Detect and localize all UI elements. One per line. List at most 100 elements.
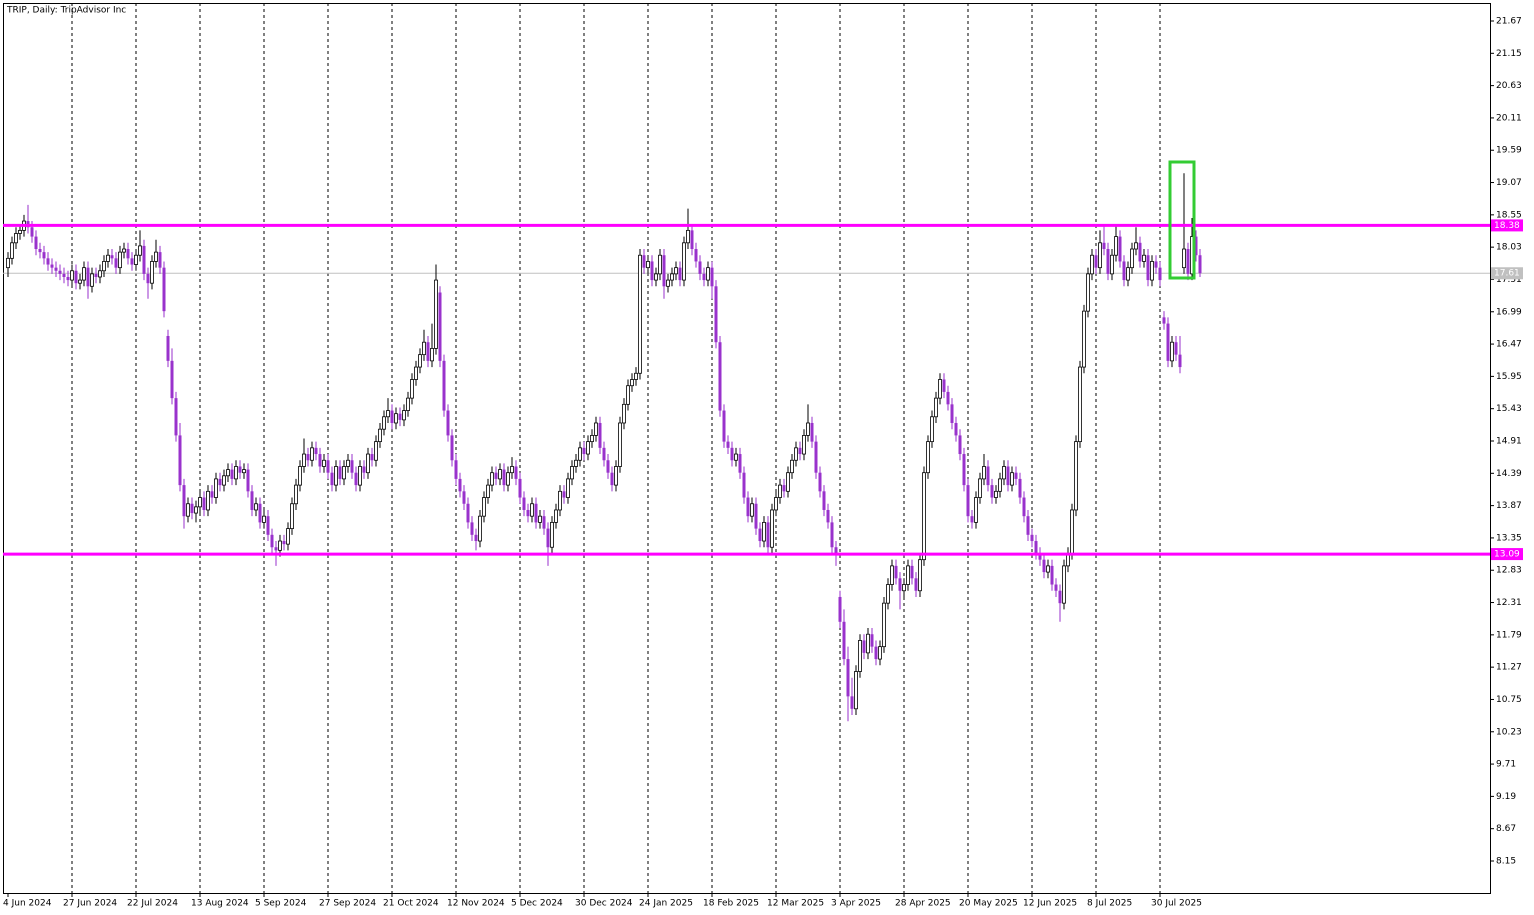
candle-body xyxy=(538,515,542,523)
candle-body xyxy=(650,261,654,281)
candle-body xyxy=(70,270,74,281)
candle-body xyxy=(1118,236,1122,262)
y-tick-label: 16.99 xyxy=(1496,307,1522,317)
candle-body xyxy=(938,379,942,399)
candle-body xyxy=(846,659,850,697)
candle-body xyxy=(894,565,898,579)
highlight-box xyxy=(1168,160,1196,280)
candle-body xyxy=(818,472,822,492)
candle-body xyxy=(498,469,502,480)
candle-body xyxy=(978,478,982,498)
candle-body xyxy=(710,267,714,287)
candle-body xyxy=(1038,553,1042,560)
x-tick-label: 27 Jun 2024 xyxy=(63,899,117,909)
candle-body xyxy=(1046,565,1050,573)
candle-body xyxy=(1026,516,1030,535)
candle-body xyxy=(1070,509,1074,554)
candle-body xyxy=(494,472,498,479)
candle-body xyxy=(746,497,750,517)
candle-body xyxy=(646,261,650,269)
candle-body xyxy=(1022,497,1026,517)
candle-body xyxy=(1138,242,1142,262)
candle-body xyxy=(1178,354,1182,368)
candle-body xyxy=(858,640,862,672)
candle-body xyxy=(274,547,278,551)
candle-body xyxy=(926,441,930,474)
candle-body xyxy=(550,521,554,548)
candle-body xyxy=(566,478,570,498)
candle-body xyxy=(466,503,470,523)
candle-body xyxy=(554,509,558,523)
candle-body xyxy=(898,578,902,591)
x-tick-label: 12 Mar 2025 xyxy=(767,899,824,909)
candle-body xyxy=(1098,242,1102,269)
candle-body xyxy=(962,454,966,486)
candle-body xyxy=(578,447,582,461)
candle-body xyxy=(1106,249,1110,274)
y-tick-label: 16.47 xyxy=(1496,340,1522,350)
candle-body xyxy=(802,435,806,455)
candle-body xyxy=(778,484,782,498)
candle-body xyxy=(562,491,566,498)
candle-body xyxy=(1194,236,1198,256)
candle-body xyxy=(854,671,858,710)
candle-body xyxy=(198,497,202,508)
candle-body xyxy=(754,503,758,529)
candle-body xyxy=(358,466,362,486)
candle-body xyxy=(998,478,1002,492)
candle-body xyxy=(706,267,710,281)
candle-body xyxy=(742,472,746,498)
candle-body xyxy=(454,460,458,479)
candle-body xyxy=(342,466,346,480)
candle-body xyxy=(202,497,206,510)
candle-body xyxy=(1014,472,1018,479)
candle-body xyxy=(98,270,102,278)
x-tick-label: 5 Dec 2024 xyxy=(511,899,563,909)
candle-body xyxy=(766,522,770,548)
candle-body xyxy=(118,251,122,269)
candle-body xyxy=(666,279,670,287)
candle-body xyxy=(842,621,846,660)
y-tick-label: 13.87 xyxy=(1496,501,1522,511)
candle-body xyxy=(1150,261,1154,281)
candle-body xyxy=(42,252,46,259)
candle-body xyxy=(1062,565,1066,604)
candle-body xyxy=(430,348,434,362)
candle-body xyxy=(734,453,738,461)
candle-body xyxy=(194,506,198,514)
x-tick-label: 8 Jul 2025 xyxy=(1087,899,1132,909)
candle-body xyxy=(398,413,402,420)
candle-body xyxy=(106,254,110,262)
y-tick-label: 11.27 xyxy=(1496,663,1522,673)
candle-body xyxy=(354,472,358,486)
candle-body xyxy=(282,541,286,545)
candle-body xyxy=(270,534,274,548)
x-tick-label: 3 Apr 2025 xyxy=(831,899,881,909)
candle-body xyxy=(230,469,234,479)
candle-body xyxy=(34,236,38,250)
candle-body xyxy=(1094,255,1098,268)
candle-body xyxy=(242,469,246,474)
candle-body xyxy=(1174,342,1178,355)
x-tick-label: 30 Jul 2025 xyxy=(1151,899,1202,909)
candle-body xyxy=(518,478,522,498)
candle-body xyxy=(178,435,182,486)
candle-body xyxy=(174,398,178,436)
candle-body xyxy=(890,565,894,585)
candle-body xyxy=(526,509,530,517)
candle-body xyxy=(714,286,718,343)
candle-body xyxy=(738,454,742,473)
candle-body xyxy=(902,584,906,592)
candle-body xyxy=(426,342,430,361)
chart-title: TRIP, Daily: TripAdvisor Inc xyxy=(6,6,126,16)
candle-body xyxy=(690,230,694,250)
candle-body xyxy=(1090,254,1094,275)
candle-body xyxy=(774,497,778,511)
candle-body xyxy=(1170,341,1174,362)
candle-body xyxy=(1050,565,1054,585)
candle-body xyxy=(458,478,462,492)
candle-body xyxy=(606,460,610,473)
candle-body xyxy=(322,459,326,467)
